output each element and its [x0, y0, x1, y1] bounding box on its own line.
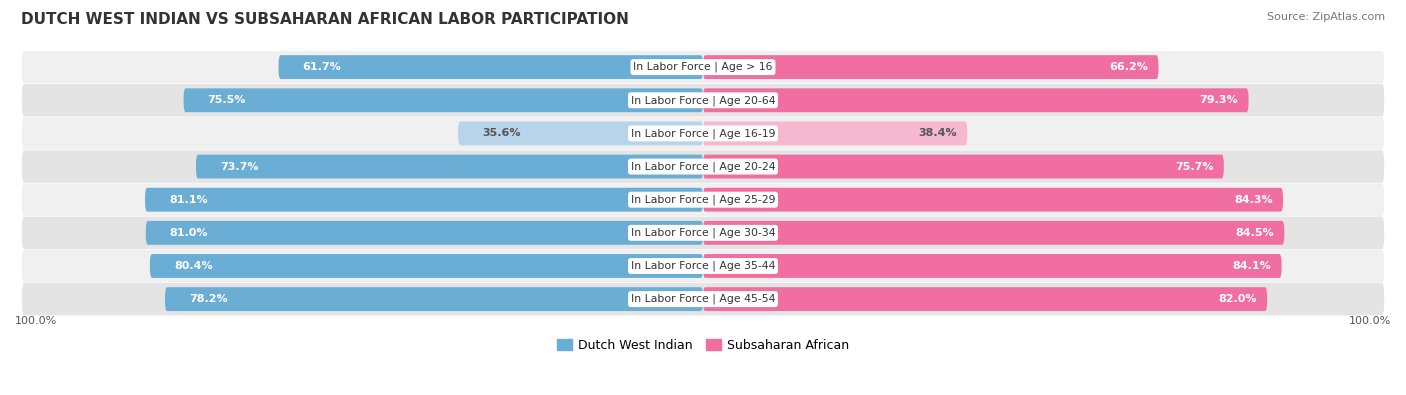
FancyBboxPatch shape [22, 150, 1384, 183]
FancyBboxPatch shape [703, 88, 1249, 112]
Text: In Labor Force | Age 20-24: In Labor Force | Age 20-24 [631, 161, 775, 172]
Text: 82.0%: 82.0% [1219, 294, 1257, 304]
FancyBboxPatch shape [22, 250, 1384, 282]
Text: 38.4%: 38.4% [918, 128, 957, 138]
Text: 80.4%: 80.4% [174, 261, 212, 271]
Text: 35.6%: 35.6% [482, 128, 520, 138]
Text: 75.7%: 75.7% [1175, 162, 1213, 171]
FancyBboxPatch shape [22, 84, 1384, 117]
Text: 61.7%: 61.7% [302, 62, 342, 72]
Text: 75.5%: 75.5% [208, 95, 246, 105]
FancyBboxPatch shape [145, 188, 703, 212]
Text: 73.7%: 73.7% [219, 162, 259, 171]
Text: In Labor Force | Age > 16: In Labor Force | Age > 16 [633, 62, 773, 72]
FancyBboxPatch shape [458, 122, 703, 145]
Text: In Labor Force | Age 35-44: In Labor Force | Age 35-44 [631, 261, 775, 271]
FancyBboxPatch shape [22, 51, 1384, 83]
Text: In Labor Force | Age 20-64: In Labor Force | Age 20-64 [631, 95, 775, 105]
Text: In Labor Force | Age 30-34: In Labor Force | Age 30-34 [631, 228, 775, 238]
Text: 78.2%: 78.2% [188, 294, 228, 304]
FancyBboxPatch shape [184, 88, 703, 112]
Text: DUTCH WEST INDIAN VS SUBSAHARAN AFRICAN LABOR PARTICIPATION: DUTCH WEST INDIAN VS SUBSAHARAN AFRICAN … [21, 12, 628, 27]
FancyBboxPatch shape [165, 287, 703, 311]
FancyBboxPatch shape [22, 216, 1384, 249]
Text: 81.0%: 81.0% [170, 228, 208, 238]
Text: 84.3%: 84.3% [1234, 195, 1272, 205]
FancyBboxPatch shape [22, 283, 1384, 315]
FancyBboxPatch shape [703, 287, 1267, 311]
Text: 84.5%: 84.5% [1236, 228, 1274, 238]
FancyBboxPatch shape [703, 55, 1159, 79]
FancyBboxPatch shape [150, 254, 703, 278]
Text: 84.1%: 84.1% [1233, 261, 1271, 271]
FancyBboxPatch shape [703, 154, 1223, 179]
FancyBboxPatch shape [703, 188, 1284, 212]
Text: 66.2%: 66.2% [1109, 62, 1149, 72]
Text: In Labor Force | Age 45-54: In Labor Force | Age 45-54 [631, 294, 775, 305]
FancyBboxPatch shape [703, 122, 967, 145]
FancyBboxPatch shape [146, 221, 703, 245]
Text: 81.1%: 81.1% [169, 195, 208, 205]
Text: 100.0%: 100.0% [1348, 316, 1391, 326]
Text: Source: ZipAtlas.com: Source: ZipAtlas.com [1267, 12, 1385, 22]
FancyBboxPatch shape [703, 254, 1282, 278]
FancyBboxPatch shape [278, 55, 703, 79]
Text: In Labor Force | Age 16-19: In Labor Force | Age 16-19 [631, 128, 775, 139]
Text: In Labor Force | Age 25-29: In Labor Force | Age 25-29 [631, 194, 775, 205]
Legend: Dutch West Indian, Subsaharan African: Dutch West Indian, Subsaharan African [553, 334, 853, 357]
FancyBboxPatch shape [703, 221, 1284, 245]
FancyBboxPatch shape [195, 154, 703, 179]
FancyBboxPatch shape [22, 117, 1384, 150]
Text: 79.3%: 79.3% [1199, 95, 1239, 105]
FancyBboxPatch shape [22, 183, 1384, 216]
Text: 100.0%: 100.0% [15, 316, 58, 326]
